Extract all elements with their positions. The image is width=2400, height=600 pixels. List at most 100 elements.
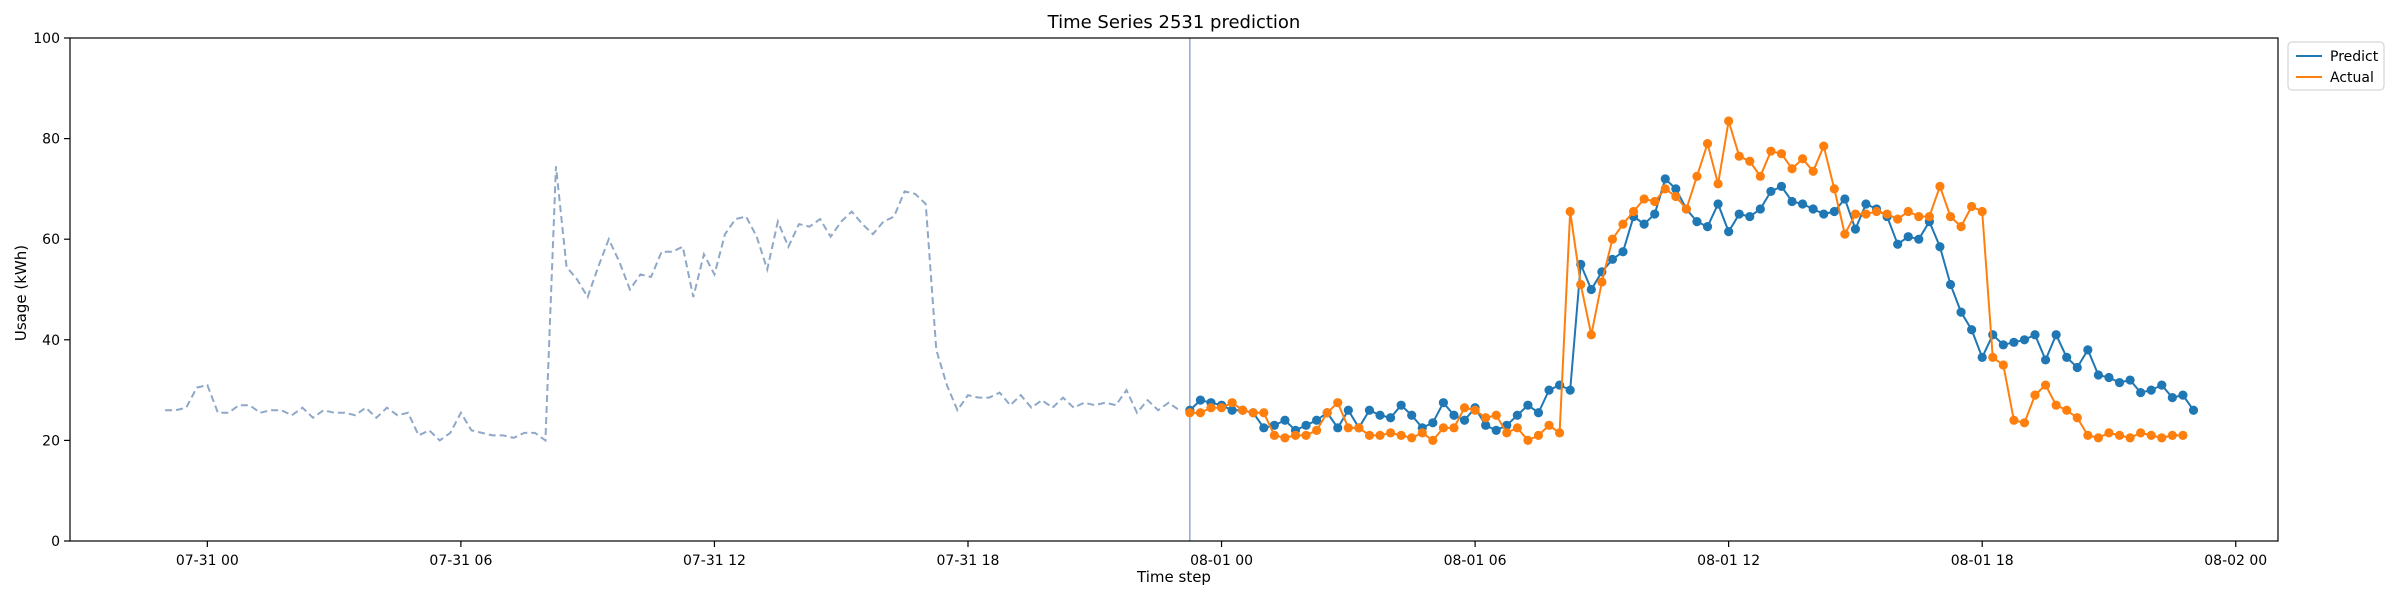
predict-point	[1195, 395, 1206, 405]
actual-point	[1407, 433, 1417, 443]
actual-point	[2136, 428, 2146, 438]
predict-point	[1607, 254, 1618, 264]
predict-point	[1269, 420, 1279, 430]
actual-point	[1354, 423, 1364, 433]
predict-point	[2136, 388, 2146, 398]
predict-point	[1945, 279, 1956, 290]
predict-point	[2093, 370, 2103, 380]
actual-point	[1523, 435, 1533, 445]
actual-point	[1871, 206, 1882, 217]
actual-point	[1702, 139, 1713, 149]
x-tick-label: 08-02 00	[2204, 553, 2267, 569]
predict-point	[2019, 335, 2030, 345]
actual-point	[1544, 420, 1554, 430]
actual-point	[1893, 214, 1903, 224]
actual-point	[2093, 433, 2103, 443]
predict-point	[1967, 325, 1977, 335]
actual-point	[1185, 408, 1195, 418]
predict-point	[1449, 410, 1459, 420]
actual-point	[1301, 430, 1311, 440]
actual-point	[2019, 418, 2030, 428]
actual-point	[1470, 405, 1480, 415]
predict-point	[1724, 227, 1734, 237]
actual-point	[1628, 206, 1639, 217]
predict-point	[1713, 199, 1723, 209]
actual-point	[1808, 166, 1818, 176]
legend-label-actual: Actual	[2330, 70, 2374, 86]
predict-point	[2083, 345, 2093, 355]
actual-point	[1195, 408, 1206, 418]
actual-point	[1238, 405, 1248, 415]
predict-point	[1407, 410, 1417, 420]
actual-point	[1417, 428, 1427, 438]
actual-point	[1819, 141, 1829, 151]
x-tick-label: 07-31 18	[937, 553, 1000, 569]
predict-point	[1861, 199, 1871, 209]
actual-point	[2178, 430, 2188, 440]
actual-point	[1829, 184, 1839, 194]
predict-point	[1544, 385, 1554, 395]
actual-point	[1248, 408, 1258, 418]
predict-point	[1914, 234, 1924, 244]
predict-point	[1797, 199, 1808, 209]
y-tick-label: 100	[33, 31, 60, 47]
actual-point	[2083, 430, 2093, 440]
predict-point	[1333, 423, 1343, 433]
actual-point	[1216, 403, 1227, 413]
actual-point	[1481, 413, 1491, 423]
actual-point	[1312, 425, 1322, 435]
actual-point	[1597, 277, 1607, 287]
actual-point	[1290, 430, 1301, 440]
actual-point	[1977, 206, 1987, 217]
predict-point	[1523, 400, 1533, 410]
y-tick-label: 40	[42, 333, 60, 349]
predict-point	[1766, 186, 1776, 197]
actual-point	[1766, 146, 1776, 156]
predict-point	[1660, 174, 1670, 184]
predict-point	[1312, 415, 1322, 425]
actual-point	[1914, 211, 1924, 222]
actual-point	[1491, 410, 1501, 420]
actual-point	[1438, 423, 1448, 433]
predict-point	[1776, 181, 1787, 191]
actual-point	[1882, 209, 1892, 219]
actual-point	[1259, 408, 1269, 418]
actual-point	[1428, 435, 1438, 445]
actual-point	[1734, 151, 1744, 161]
actual-point	[1967, 201, 1977, 212]
y-axis-label: Usage (kWh)	[12, 245, 30, 341]
actual-point	[2072, 413, 2082, 423]
predict-point	[1998, 340, 2008, 350]
predict-point	[1893, 239, 1903, 249]
predict-point	[1491, 425, 1501, 435]
predict-point	[2167, 393, 2177, 403]
actual-point	[1639, 194, 1649, 204]
actual-point	[2104, 428, 2114, 438]
predict-point	[1755, 204, 1765, 214]
predict-point	[1385, 413, 1396, 423]
actual-point	[1692, 171, 1702, 181]
x-tick-label: 08-01 06	[1444, 553, 1507, 569]
actual-point	[1459, 403, 1470, 413]
legend: Predict Actual	[2287, 41, 2385, 91]
actual-point	[2051, 400, 2061, 410]
actual-point	[1903, 206, 1913, 217]
actual-point	[1713, 179, 1723, 189]
actual-point	[1333, 398, 1343, 408]
predict-point	[1459, 415, 1470, 425]
actual-point	[2157, 433, 2167, 443]
actual-point	[1988, 352, 1998, 362]
actual-point	[1512, 423, 1522, 433]
predict-point	[1438, 398, 1448, 408]
predict-point	[1935, 242, 1945, 252]
y-tick-label: 80	[42, 132, 60, 148]
predict-point	[1977, 352, 1987, 362]
predict-point	[1850, 224, 1861, 234]
x-tick-label: 08-01 00	[1190, 553, 1253, 569]
predict-point	[2125, 375, 2135, 385]
predict-point	[1829, 206, 1839, 217]
predict-point	[2146, 385, 2156, 395]
predict-point	[1301, 420, 1311, 430]
